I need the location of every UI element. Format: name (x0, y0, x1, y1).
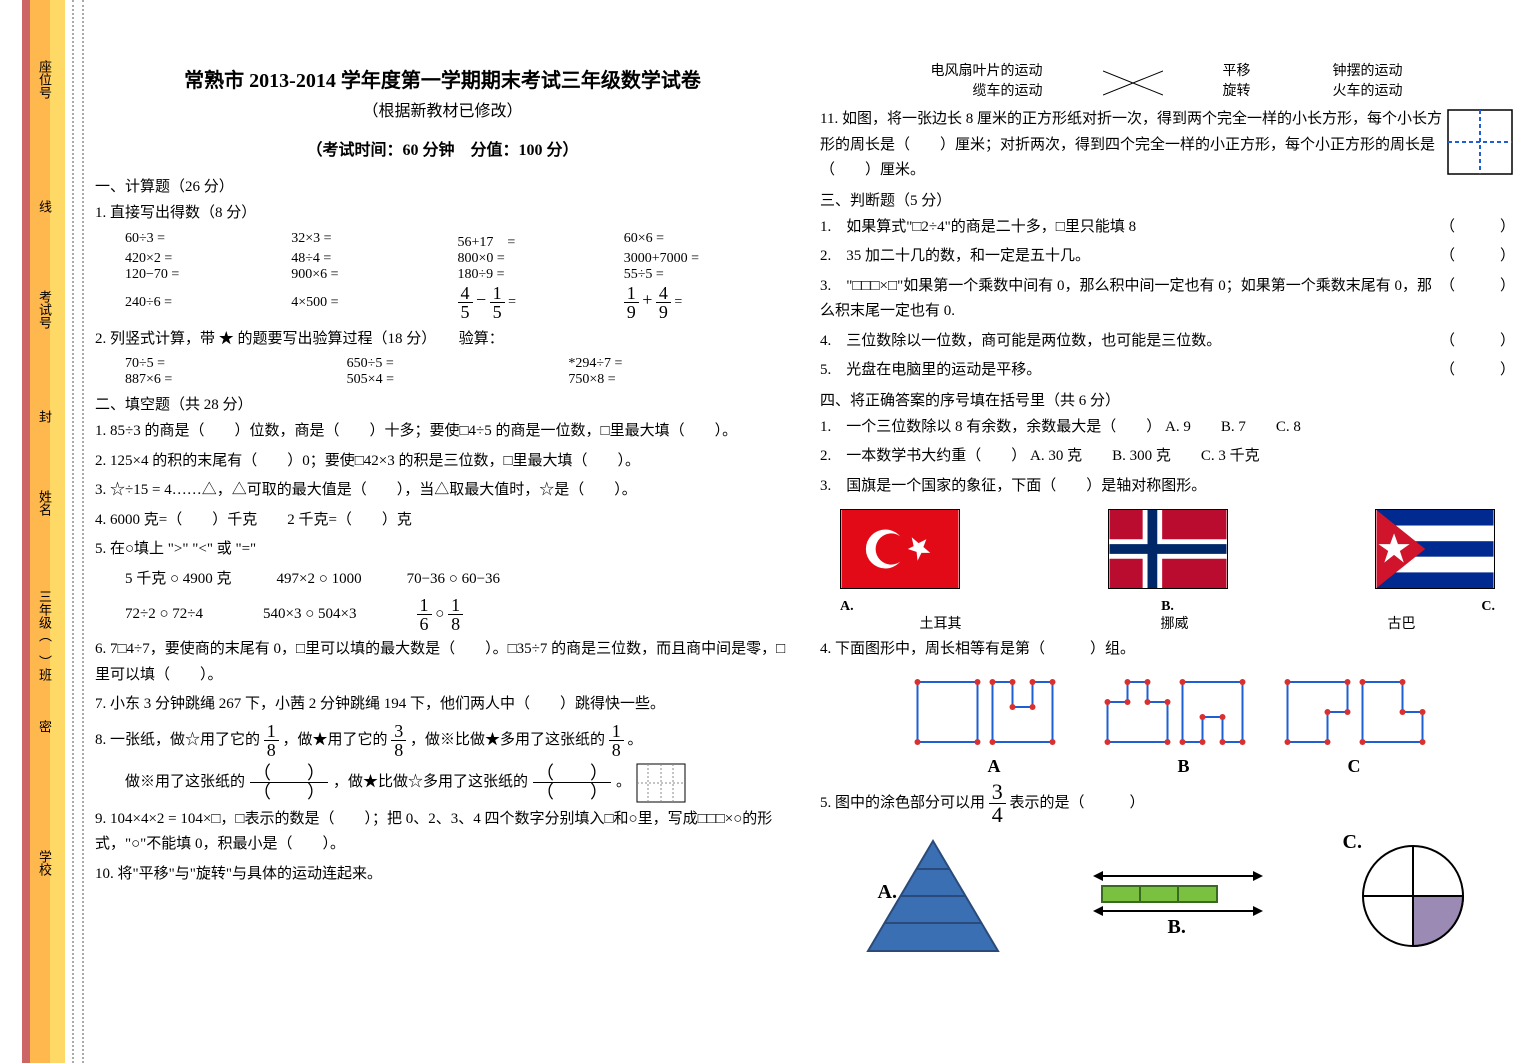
sidebar-label: 考试号 (35, 290, 54, 329)
choice-item: 1. 一个三位数除以 8 有余数，余数最大是（ ） A. 9 B. 7 C. 8 (820, 415, 1515, 441)
section-1-head: 一、计算题（26 分） (95, 175, 790, 196)
svg-text:C: C (1348, 756, 1361, 776)
flag-turkey (840, 509, 960, 589)
exam-info: （考试时间：60 分钟 分值：100 分） (95, 136, 790, 160)
sidebar-label: 密 (35, 720, 54, 733)
fold-diagram-icon (1445, 107, 1515, 177)
judge-item: 1. 如果算式"□2÷4"的商是二十多，□里只能填 8 (820, 215, 1136, 241)
judge-item: 3. "□□□×□"如果第一个乘数中间有 0，那么积中间一定也有 0；如果第一个… (820, 274, 1440, 325)
fill-item: 5. 在○填上 ">" "<" 或 "=" (95, 537, 790, 563)
sidebar-label: 座位号 (35, 60, 54, 99)
circle-shape (1353, 836, 1473, 956)
eq-row: 60÷3 =32×3 =56+17 =60×6 = (125, 231, 790, 251)
choice-item-5: 5. 图中的涂色部分可以用 34 表示的是（ ） (820, 781, 1515, 826)
judge-item: 2. 35 加二十几的数，和一定是五十几。 (820, 244, 1090, 270)
eq-row: 887×6 =505×4 =750×8 = (125, 372, 790, 388)
flag-cuba (1375, 509, 1495, 589)
q11: 11. 如图，将一张边长 8 厘米的正方形纸对折一次，得到两个完全一样的小长方形… (820, 107, 1515, 184)
choice-item: 2. 一本数学书大约重（ ） A. 30 克 B. 300 克 C. 3 千克 (820, 444, 1515, 470)
q5-shapes: A. B. (820, 836, 1515, 956)
binding-sidebar: 座位号 线 考试号 封 姓名 三年级（ ）班 密 学校 (0, 0, 80, 1063)
svg-text:A: A (988, 756, 1001, 776)
choice-item: 4. 下面图形中，周长相等有是第（ ）组。 (820, 637, 1515, 663)
section-3-head: 三、判断题（5 分） (820, 189, 1515, 210)
fill-item: 7. 小东 3 分钟跳绳 267 下，小茜 2 分钟跳绳 194 下，他们两人中… (95, 692, 790, 718)
left-column: 常熟市 2013-2014 学年度第一学期期末考试三年级数学试卷 （根据新教材已… (95, 60, 790, 956)
sidebar-label: 学校 (35, 850, 54, 876)
eq-row: 70÷5 =650÷5 =*294÷7 = (125, 356, 790, 372)
eq-row: 240÷6 = 4×500 = 45 − 15 = 19 + 49 = (125, 283, 790, 323)
perimeter-shapes: A B C (820, 667, 1515, 777)
subtitle: （根据新教材已修改） (95, 97, 790, 121)
q10-match: 电风扇叶片的运动 缆车的运动 平移 旋转 钟摆的运动 火车的运动 (820, 60, 1515, 103)
fill-item: 6. 7□4÷7，要使商的末尾有 0，□里可以填的最大数是（ ）。□35÷7 的… (95, 637, 790, 688)
fill-item: 4. 6000 克=（ ）千克 2 千克=（ ）克 (95, 508, 790, 534)
right-column: 电风扇叶片的运动 缆车的运动 平移 旋转 钟摆的运动 火车的运动 11 (820, 60, 1515, 956)
fill-item: 2. 125×4 的积的末尾有（ ）0；要使□42×3 的积是三位数，□里最大填… (95, 449, 790, 475)
judge-item: 5. 光盘在电脑里的运动是平移。 (820, 358, 1041, 384)
eq-row: 120−70 =900×6 =180÷9 =55÷5 = (125, 267, 790, 283)
fill-item: 10. 将"平移"与"旋转"与具体的运动连起来。 (95, 862, 790, 888)
section-2-head: 二、填空题（共 28 分） (95, 393, 790, 414)
choice-item: 3. 国旗是一个国家的象征，下面（ ）是轴对称图形。 (820, 474, 1515, 500)
q1-title: 1. 直接写出得数（8 分） (95, 201, 790, 227)
exam-title: 常熟市 2013-2014 学年度第一学期期末考试三年级数学试卷 (95, 64, 790, 93)
eq-row: 420×2 =48÷4 =800×0 =3000+7000 = (125, 251, 790, 267)
sidebar-label: 封 (35, 410, 54, 423)
compare-row: 5 千克 ○ 4900 克 497×2 ○ 1000 70−36 ○ 60−36 (125, 567, 790, 593)
sidebar-label: 姓名 (35, 490, 54, 516)
grid-icon (636, 763, 686, 803)
fill-item: 1. 85÷3 的商是（ ）位数，商是（ ）十多；要使□4÷5 的商是一位数，□… (95, 419, 790, 445)
flag-norway (1108, 509, 1228, 589)
flag-names: 土耳其 挪威 古巴 (820, 613, 1515, 633)
fill-item-8: 8. 一张纸，做☆用了它的 18 ，做★用了它的 38 ，做※比做★多用了这张纸… (95, 722, 790, 759)
compare-row: 72÷2 ○ 72÷4 540×3 ○ 504×3 16 ○ 18 (125, 596, 790, 633)
sidebar-label: 三年级（ ）班 (35, 590, 54, 681)
svg-text:B: B (1178, 756, 1190, 776)
section-4-head: 四、将正确答案的序号填在括号里（共 6 分） (820, 389, 1515, 410)
fill-item: 9. 104×4×2 = 104×□，□表示的数是（ ）；把 0、2、3、4 四… (95, 807, 790, 858)
fill-item: 3. ☆÷15 = 4……△，△可取的最大值是（ ），当△取最大值时，☆是（ ）… (95, 478, 790, 504)
flag-row (840, 509, 1495, 589)
judge-item: 4. 三位数除以一位数，商可能是两位数，也可能是三位数。 (820, 329, 1221, 355)
q2-title: 2. 列竖式计算，带 ★ 的题要写出验算过程（18 分） 验算： (95, 327, 790, 353)
sidebar-label: 线 (35, 200, 54, 213)
fill-item-8b: 做※用了这张纸的 （ ）（ ） ，做★比做☆多用了这张纸的 （ ）（ ）。 (125, 763, 790, 803)
